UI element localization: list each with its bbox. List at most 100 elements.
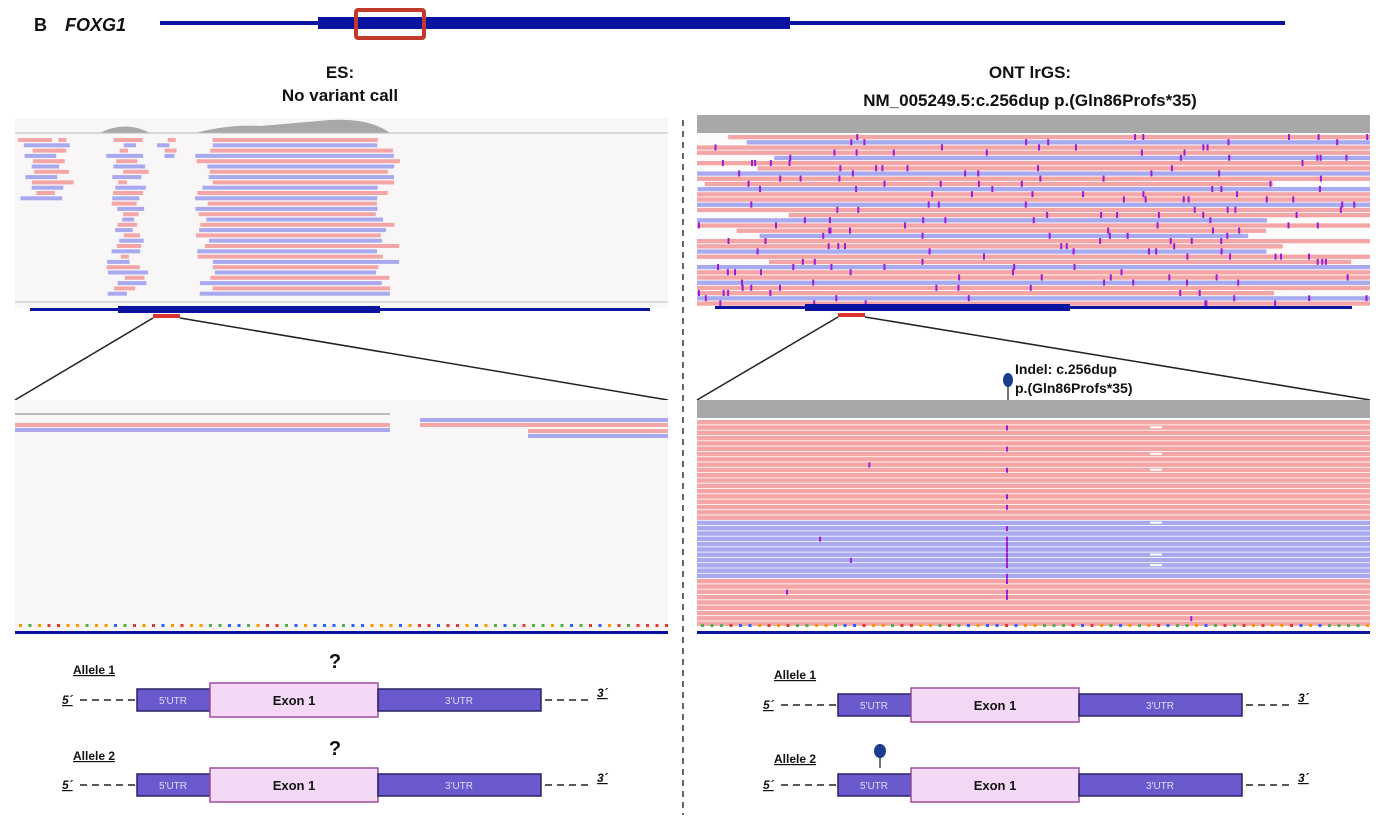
insertion-mark bbox=[849, 557, 852, 563]
insertion-mark bbox=[1209, 217, 1212, 224]
read bbox=[107, 259, 130, 264]
insertion-mark bbox=[1072, 248, 1075, 255]
insertion-mark bbox=[786, 589, 789, 595]
exon-label: Exon 1 bbox=[974, 698, 1017, 713]
base bbox=[1337, 624, 1341, 627]
insertion-mark bbox=[1183, 149, 1186, 156]
insertion-mark bbox=[1168, 274, 1171, 281]
base bbox=[1204, 624, 1208, 627]
base bbox=[608, 624, 611, 627]
insertion-mark bbox=[927, 201, 930, 208]
exon-label: Exon 1 bbox=[273, 778, 316, 793]
base bbox=[484, 624, 488, 627]
insertion-mark bbox=[1006, 594, 1008, 600]
read bbox=[157, 143, 170, 148]
insertion-mark bbox=[1307, 253, 1310, 260]
base bbox=[938, 624, 942, 627]
insertion-mark bbox=[813, 258, 816, 265]
read bbox=[697, 526, 1370, 531]
variant-label-1: Indel: c.256dup bbox=[1015, 361, 1117, 377]
base bbox=[881, 624, 885, 627]
base bbox=[95, 624, 98, 627]
allele-label: Allele 1 bbox=[73, 663, 115, 677]
base bbox=[767, 624, 771, 627]
base bbox=[862, 624, 866, 627]
base bbox=[1233, 624, 1236, 627]
insertion-mark bbox=[851, 170, 854, 177]
insertion-mark bbox=[769, 160, 772, 166]
exon-box bbox=[209, 682, 379, 718]
base bbox=[57, 624, 60, 627]
base bbox=[777, 624, 780, 627]
insertion-mark bbox=[1193, 206, 1196, 213]
read bbox=[209, 169, 388, 174]
insertion-mark bbox=[957, 284, 960, 291]
insertion-mark bbox=[1179, 154, 1182, 161]
insertion-mark bbox=[1107, 227, 1110, 234]
read bbox=[43, 164, 53, 169]
base bbox=[427, 624, 431, 627]
read bbox=[117, 281, 147, 286]
read bbox=[697, 552, 1370, 557]
read bbox=[697, 187, 1370, 192]
utr3-label: 3'UTR bbox=[445, 781, 473, 792]
insertion-mark bbox=[719, 300, 722, 307]
read bbox=[788, 213, 1370, 218]
insertion-mark bbox=[738, 170, 741, 177]
base bbox=[494, 624, 497, 627]
read bbox=[697, 510, 1370, 515]
read bbox=[212, 286, 391, 291]
insertion-mark bbox=[970, 191, 973, 198]
read bbox=[697, 547, 1370, 552]
read bbox=[697, 573, 1370, 579]
insertion-mark bbox=[1295, 212, 1298, 218]
read bbox=[697, 462, 1370, 467]
insertion-mark bbox=[855, 186, 858, 192]
read bbox=[697, 207, 1370, 213]
exon-label: Exon 1 bbox=[273, 693, 316, 708]
insertion-mark bbox=[839, 165, 842, 172]
read bbox=[24, 153, 57, 158]
read bbox=[697, 435, 1370, 441]
base bbox=[399, 624, 402, 627]
base bbox=[1214, 624, 1217, 627]
read bbox=[112, 175, 142, 180]
read bbox=[31, 180, 74, 185]
base bbox=[710, 624, 714, 627]
sequence-track bbox=[697, 631, 1370, 634]
insertion-mark bbox=[892, 149, 895, 156]
insertion-mark bbox=[1265, 196, 1268, 203]
base bbox=[948, 624, 951, 627]
base bbox=[313, 624, 317, 627]
insertion-mark bbox=[977, 170, 980, 177]
insertion-mark bbox=[779, 175, 782, 182]
insertion-mark bbox=[1100, 212, 1103, 218]
insertion-mark bbox=[1316, 258, 1319, 265]
read bbox=[210, 148, 394, 153]
read bbox=[118, 180, 127, 185]
insertion-mark bbox=[1226, 206, 1229, 213]
insertion-mark bbox=[1321, 258, 1324, 265]
read bbox=[58, 138, 67, 142]
read bbox=[697, 499, 1370, 504]
left-allele-1: Allele 1 5´ 5'UTR Exon 1 3'UTR 3´? bbox=[62, 651, 609, 718]
insertion-mark bbox=[1116, 212, 1119, 218]
insertion-mark bbox=[1215, 274, 1218, 281]
coverage-track bbox=[15, 119, 390, 133]
base bbox=[1033, 624, 1037, 627]
utr3-box bbox=[377, 688, 542, 712]
insertion-mark bbox=[1319, 175, 1322, 182]
read bbox=[115, 185, 146, 190]
insertion-mark bbox=[1006, 563, 1008, 569]
insertion-mark bbox=[1211, 186, 1214, 192]
insertion-mark bbox=[835, 295, 838, 302]
read bbox=[52, 143, 61, 148]
insertion-mark bbox=[906, 165, 909, 172]
base bbox=[853, 624, 856, 627]
base bbox=[1024, 624, 1027, 627]
ont-igv-overview bbox=[697, 115, 1370, 317]
read bbox=[697, 589, 1370, 595]
read bbox=[20, 196, 63, 201]
base bbox=[475, 624, 478, 627]
read bbox=[697, 541, 1370, 547]
